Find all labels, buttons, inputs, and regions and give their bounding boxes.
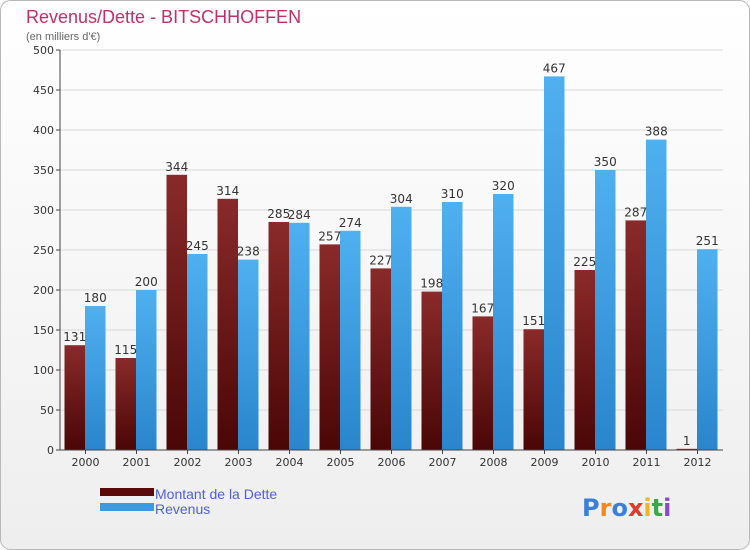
bars	[64, 76, 718, 451]
data-label: 180	[84, 291, 107, 305]
x-tick-label: 2001	[123, 456, 151, 469]
chart-title: Revenus/Dette - BITSCHHOFFEN	[26, 7, 301, 27]
data-label: 1	[683, 434, 691, 448]
revenus-bar	[340, 230, 361, 450]
legend-label: Revenus	[155, 501, 210, 517]
dette-bar	[523, 329, 544, 450]
data-label: 350	[594, 155, 617, 169]
data-label: 151	[522, 314, 545, 328]
y-tick-label: 0	[47, 444, 54, 457]
y-tick-label: 400	[33, 124, 54, 137]
data-label: 344	[165, 160, 188, 174]
revenus-bar	[187, 254, 208, 450]
data-label: 284	[288, 208, 311, 222]
data-label: 131	[63, 330, 86, 344]
data-label: 314	[216, 184, 239, 198]
data-label: 287	[624, 205, 647, 219]
revenus-bar	[85, 306, 106, 450]
dette-bar	[421, 291, 442, 450]
revenus-bar	[595, 170, 616, 450]
revenus-bar	[442, 202, 463, 450]
revenus-bar	[646, 139, 667, 450]
dette-bar	[166, 174, 187, 451]
x-tick-label: 2000	[72, 456, 100, 469]
data-label: 198	[420, 277, 443, 291]
revenus-bar	[238, 259, 259, 450]
dette-bar	[370, 268, 391, 450]
x-tick-label: 2012	[684, 456, 712, 469]
data-label: 245	[186, 239, 209, 253]
y-tick-label: 50	[40, 404, 54, 417]
revenus-bar	[391, 206, 412, 450]
x-tick-label: 2005	[327, 456, 355, 469]
data-label: 238	[237, 245, 260, 259]
dette-bar	[676, 448, 697, 450]
data-label: 320	[492, 179, 515, 193]
legend-label: Montant de la Dette	[155, 486, 277, 502]
dette-bar	[574, 270, 595, 450]
data-label: 388	[645, 125, 668, 139]
y-tick-label: 100	[33, 364, 54, 377]
revenus-bar	[697, 249, 718, 450]
x-tick-label: 2009	[531, 456, 559, 469]
dette-bar	[625, 220, 646, 450]
x-tick-label: 2004	[276, 456, 304, 469]
x-tick-label: 2007	[429, 456, 457, 469]
x-tick-label: 2011	[633, 456, 661, 469]
data-label: 304	[390, 192, 413, 206]
data-label: 200	[135, 275, 158, 289]
data-label: 285	[267, 207, 290, 221]
logo-text: Proxiti	[582, 494, 671, 522]
data-label: 467	[543, 61, 566, 75]
dette-bar	[217, 198, 238, 450]
x-tick-label: 2006	[378, 456, 406, 469]
legend-swatch	[100, 488, 154, 496]
revenus-bar	[136, 290, 157, 450]
y-tick-label: 500	[33, 44, 54, 57]
data-label: 225	[573, 255, 596, 269]
data-label: 257	[318, 229, 341, 243]
y-tick-label: 150	[33, 324, 54, 337]
y-tick-label: 250	[33, 244, 54, 257]
data-label: 251	[696, 234, 719, 248]
dette-bar	[268, 222, 289, 450]
data-label: 274	[339, 216, 362, 230]
dette-bar	[319, 244, 340, 450]
data-label: 167	[471, 301, 494, 315]
y-tick-label: 300	[33, 204, 54, 217]
data-label: 227	[369, 253, 392, 267]
dette-bar	[115, 358, 136, 450]
legend-swatch	[100, 503, 154, 511]
x-tick-label: 2002	[174, 456, 202, 469]
x-tick-label: 2010	[582, 456, 610, 469]
x-tick-label: 2003	[225, 456, 253, 469]
dette-bar	[472, 316, 493, 450]
dette-bar	[64, 345, 85, 450]
y-tick-label: 450	[33, 84, 54, 97]
x-tick-label: 2008	[480, 456, 508, 469]
revenus-bar	[544, 76, 565, 451]
y-tick-label: 200	[33, 284, 54, 297]
chart-subtitle: (en milliers d'€)	[26, 31, 100, 43]
revenus-bar	[493, 194, 514, 450]
data-label: 115	[114, 343, 137, 357]
proxiti-logo: Proxiti	[582, 494, 671, 522]
revenus-bar	[289, 222, 310, 450]
data-label: 310	[441, 187, 464, 201]
y-tick-label: 350	[33, 164, 54, 177]
